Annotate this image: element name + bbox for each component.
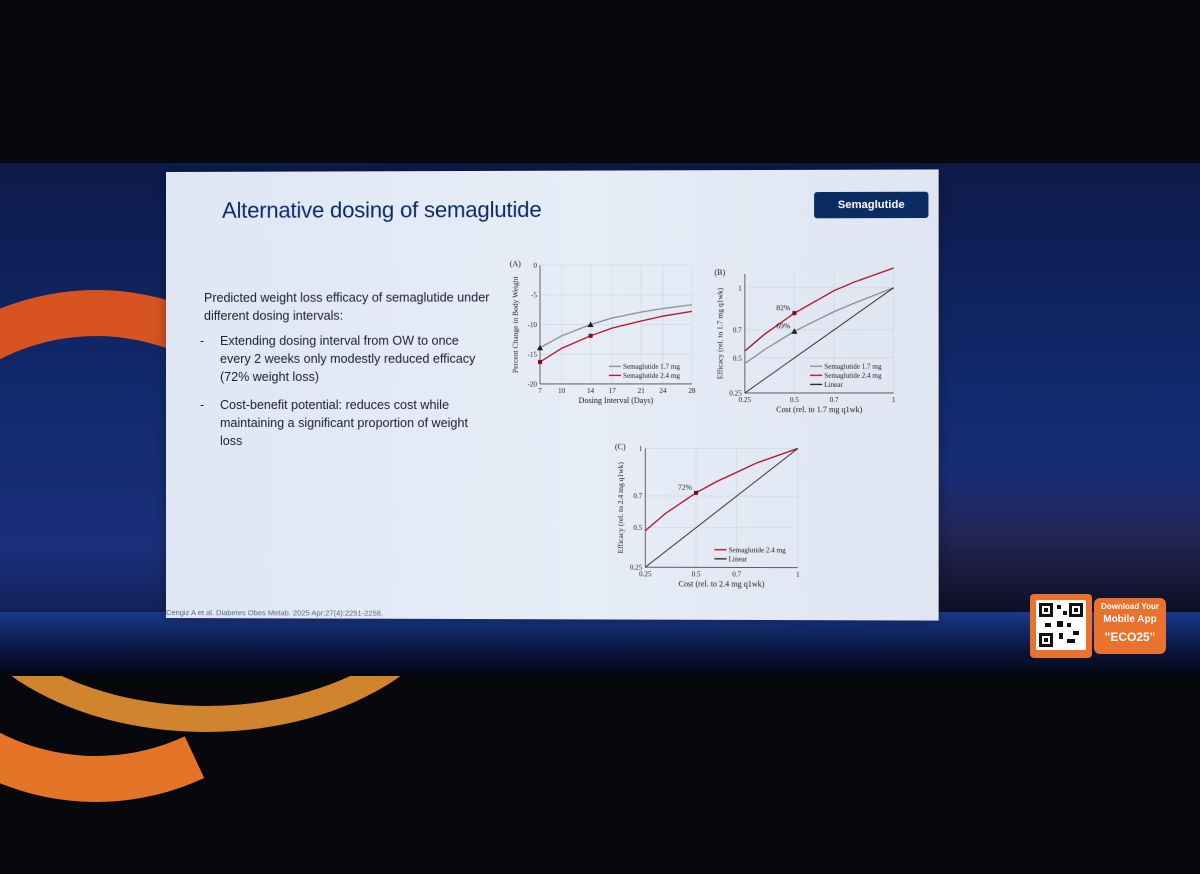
y-tick-label: -20 [528, 380, 538, 388]
x-tick-label: 0.5 [692, 570, 701, 578]
data-point-square [694, 491, 698, 495]
x-tick-label: 17 [609, 387, 617, 395]
bullet-text: Extending dosing interval from OW to onc… [220, 332, 491, 386]
qr-code-icon [1039, 603, 1083, 647]
series-line [540, 305, 692, 348]
app-download-banner[interactable]: Download Your Mobile App "ECO25" [1030, 594, 1170, 660]
panel-label: (C) [615, 442, 626, 451]
y-tick-label: 0.5 [733, 354, 742, 362]
slide-citation: Cengiz A et al. Diabetes Obes Metab. 202… [166, 608, 383, 618]
bullet-point: - Extending dosing interval from OW to o… [200, 332, 491, 388]
slide-intro: Predicted weight loss efficacy of semagl… [204, 288, 506, 324]
data-label: 82% [776, 303, 790, 312]
y-tick-label: 0.25 [729, 389, 742, 397]
legend-label: Linear [729, 555, 748, 563]
download-line-2: Mobile App [1094, 614, 1166, 625]
panel-label: (A) [510, 259, 522, 268]
bullet-text: Cost-benefit potential: reduces cost whi… [220, 396, 491, 450]
x-tick-label: 1 [796, 571, 800, 579]
data-label: 72% [678, 483, 692, 492]
chart-panel-a: 7 10 14 17 21 24 28 0 -5 -10 -15 -20 Dosing Interval… [506, 257, 709, 428]
y-tick-label: -10 [528, 321, 538, 329]
data-point-square [589, 334, 593, 338]
bullet-dash: - [200, 332, 204, 350]
waterfront [0, 612, 1200, 676]
legend-label: Semaglutide 2.4 mg [824, 372, 882, 380]
download-app-badge[interactable]: Download Your Mobile App "ECO25" [1094, 598, 1166, 654]
data-point-square [538, 360, 542, 364]
x-axis-label: Cost (rel. to 1.7 mg q1wk) [776, 405, 862, 414]
x-tick-label: 28 [688, 387, 696, 395]
legend-label: Semaglutide 2.4 mg [729, 546, 787, 554]
data-point-triangle [791, 328, 797, 334]
qr-code [1036, 600, 1086, 650]
y-tick-label: 0.7 [633, 492, 642, 500]
y-tick-label: -5 [531, 291, 537, 299]
x-tick-label: 21 [638, 387, 646, 395]
legend-label: Semaglutide 1.7 mg [623, 363, 680, 371]
x-axis-label: Dosing Interval (Days) [579, 396, 654, 405]
x-tick-label: 10 [558, 387, 566, 395]
bullet-point: - Cost-benefit potential: reduces cost w… [200, 396, 491, 452]
bullet-dash: - [200, 396, 204, 414]
y-axis-label: Percent Change in Body Weight [511, 275, 520, 373]
x-tick-label: 24 [659, 387, 667, 395]
y-axis-label: Efficacy (rel. to 2.4 mg q1wk) [616, 462, 625, 554]
legend-label: Semaglutide 1.7 mg [824, 363, 882, 371]
y-tick-label: 0 [533, 262, 537, 270]
qr-code-frame [1030, 594, 1092, 658]
presentation-slide: Alternative dosing of semaglutide Semagl… [166, 169, 939, 620]
x-tick-label: 1 [892, 396, 896, 404]
y-axis-label: Efficacy (rel. to 1.7 mg q1wk) [715, 287, 724, 379]
x-axis-label: Cost (rel. to 2.4 mg q1wk) [679, 579, 765, 588]
stage: Alternative dosing of semaglutide Semagl… [0, 0, 1200, 676]
series-line [745, 268, 894, 351]
y-tick-label: 1 [639, 445, 643, 453]
x-tick-label: 0.7 [732, 570, 741, 578]
data-point-square [792, 311, 796, 315]
topic-badge: Semaglutide [814, 192, 928, 219]
legend-label: Semaglutide 2.4 mg [623, 372, 680, 380]
data-point-triangle [537, 345, 543, 351]
x-tick-label: 0.5 [790, 396, 799, 404]
y-tick-label: -15 [528, 351, 538, 359]
panel-label: (B) [714, 268, 725, 277]
y-tick-label: 1 [738, 284, 742, 292]
x-tick-label: 14 [587, 387, 595, 395]
y-tick-label: 0.5 [633, 524, 642, 532]
x-tick-label: 7 [538, 387, 542, 395]
data-label: 69% [776, 321, 790, 330]
download-line-1: Download Your [1094, 602, 1166, 611]
y-tick-label: 0.25 [630, 564, 643, 572]
x-tick-label: 0.7 [830, 396, 839, 404]
download-code: "ECO25" [1094, 630, 1166, 644]
legend-label: Linear [824, 381, 843, 389]
slide-title: Alternative dosing of semaglutide [222, 197, 541, 224]
y-tick-label: 0.7 [733, 326, 742, 334]
series-line [645, 448, 797, 531]
